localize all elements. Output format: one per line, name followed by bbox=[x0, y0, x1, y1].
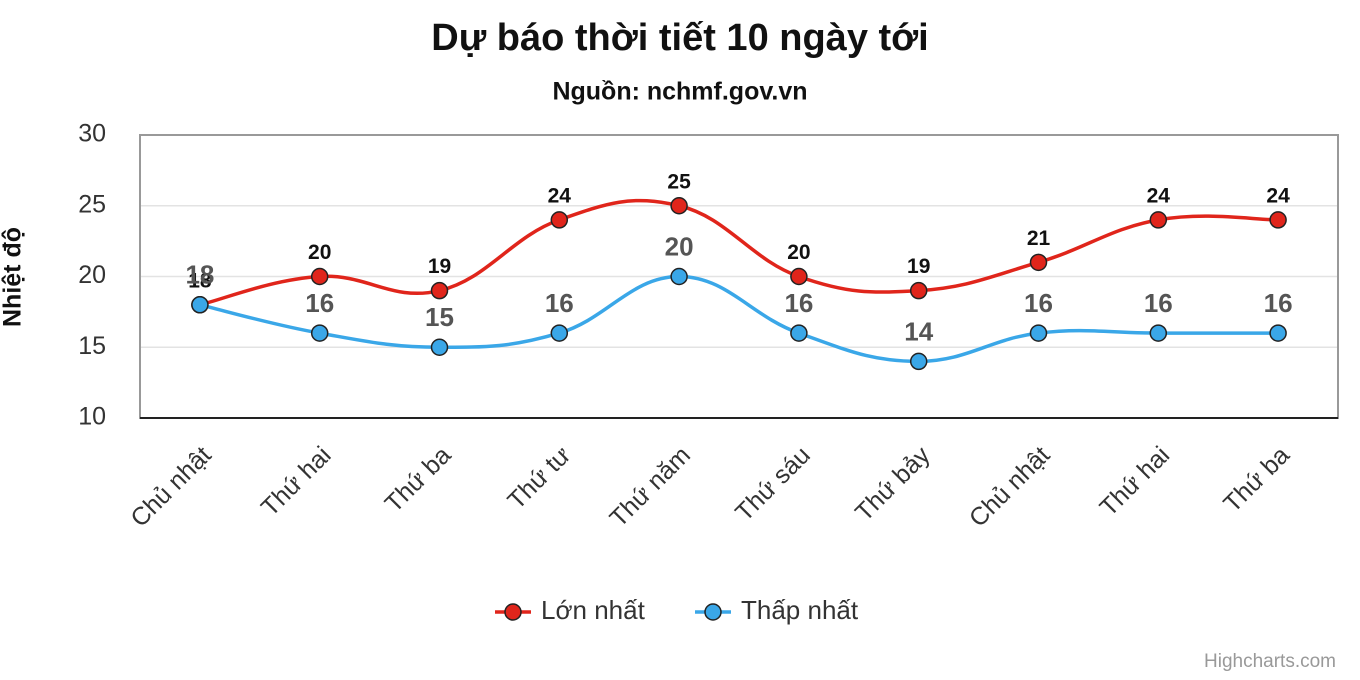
data-label: 16 bbox=[1144, 288, 1173, 318]
data-label: 19 bbox=[428, 255, 451, 278]
series-line bbox=[199, 198, 1279, 307]
point-marker bbox=[1269, 324, 1287, 342]
point-marker bbox=[310, 324, 329, 342]
x-tick-label: Thứ ba bbox=[1218, 441, 1295, 518]
legend-marker bbox=[704, 603, 722, 621]
series-line bbox=[199, 274, 1279, 364]
data-label: 15 bbox=[425, 302, 454, 332]
point-marker bbox=[310, 267, 329, 286]
x-tick-label: Thứ ba bbox=[380, 441, 457, 518]
data-label: 16 bbox=[545, 288, 574, 318]
data-label: 24 bbox=[1147, 184, 1171, 207]
y-tick-label: 20 bbox=[78, 261, 106, 289]
data-label: 25 bbox=[667, 170, 691, 193]
data-label: 16 bbox=[784, 288, 813, 318]
x-tick-label: Thứ sáu bbox=[730, 441, 816, 527]
x-tick-label: Chủ nhật bbox=[125, 441, 217, 533]
data-label: 19 bbox=[907, 255, 930, 278]
point-marker bbox=[790, 324, 808, 342]
y-tick-label: 30 bbox=[78, 120, 106, 148]
x-tick-label: Thứ tư bbox=[502, 441, 576, 515]
data-label: 18 bbox=[188, 269, 212, 292]
point-marker bbox=[670, 197, 688, 215]
point-marker bbox=[550, 324, 569, 342]
legend-label: Thấp nhất bbox=[741, 595, 859, 625]
data-label: 18 bbox=[185, 260, 214, 290]
data-label: 20 bbox=[787, 241, 810, 264]
y-tick-label: 25 bbox=[78, 190, 106, 218]
chart-title: Dự báo thời tiết 10 ngày tới bbox=[431, 17, 929, 59]
data-label: 14 bbox=[904, 316, 933, 346]
x-tick-label: Chủ nhật bbox=[964, 441, 1056, 533]
x-tick-label: Thứ hai bbox=[256, 441, 337, 522]
x-tick-label: Thứ năm bbox=[604, 441, 696, 533]
data-label: 16 bbox=[305, 288, 334, 318]
point-marker bbox=[550, 211, 569, 229]
point-marker bbox=[670, 267, 688, 286]
x-tick-label: Thứ bảy bbox=[850, 441, 936, 527]
y-axis-title: Nhiệt độ bbox=[0, 227, 27, 327]
point-marker bbox=[909, 352, 928, 371]
point-marker bbox=[191, 296, 209, 314]
data-label: 24 bbox=[1266, 184, 1290, 207]
data-label: 20 bbox=[665, 231, 694, 261]
data-label: 16 bbox=[1024, 288, 1053, 318]
point-marker bbox=[430, 281, 449, 300]
point-marker bbox=[430, 338, 449, 356]
legend-marker bbox=[504, 603, 522, 621]
data-label: 16 bbox=[1264, 288, 1293, 318]
y-tick-label: 15 bbox=[78, 332, 106, 360]
data-label: 21 bbox=[1027, 227, 1051, 250]
point-marker bbox=[1149, 211, 1168, 229]
chart-subtitle: Nguồn: nchmf.gov.vn bbox=[552, 78, 807, 106]
point-marker bbox=[1269, 211, 1287, 229]
x-tick-label: Thứ hai bbox=[1094, 441, 1175, 522]
data-label: 24 bbox=[548, 184, 572, 207]
point-marker bbox=[1029, 324, 1048, 342]
legend-label: Lớn nhất bbox=[541, 595, 646, 625]
point-marker bbox=[1029, 253, 1048, 272]
point-marker bbox=[909, 281, 928, 300]
point-marker bbox=[790, 267, 808, 286]
data-label: 20 bbox=[308, 241, 331, 264]
point-marker bbox=[1149, 324, 1168, 342]
y-tick-label: 10 bbox=[78, 403, 106, 431]
credits: Highcharts.com bbox=[1204, 651, 1336, 672]
